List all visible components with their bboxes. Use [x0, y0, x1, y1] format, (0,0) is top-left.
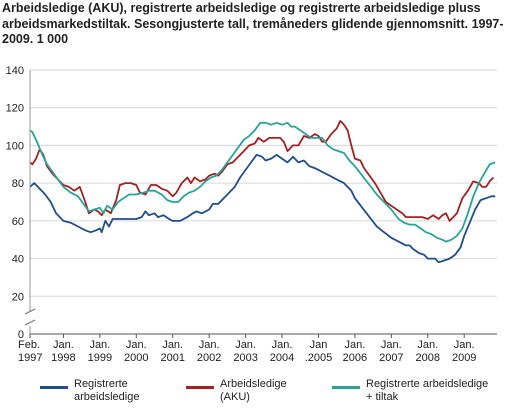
legend-label-line2: arbeidsledige [74, 391, 140, 403]
x-tick-label: 1999 [88, 352, 112, 364]
x-tick-label: Jan. [454, 339, 475, 351]
x-tick-label: 2002 [197, 352, 221, 364]
x-tick-label: Jan. [345, 339, 366, 351]
x-tick-label: 2007 [379, 352, 403, 364]
series-line-aku [29, 120, 495, 222]
x-tick-label: 2000 [124, 352, 148, 364]
y-tick-label: 0 [18, 329, 24, 341]
x-tick-label: Feb. [18, 339, 40, 351]
series-line-tiltak [29, 121, 496, 243]
y-tick-label: 60 [12, 216, 24, 228]
x-tick-label: 2009 [452, 352, 476, 364]
x-tick-label: Jan. [417, 339, 438, 351]
legend-label-line1: Registrerte arbeidsledige [366, 378, 489, 390]
y-tick-label: 120 [6, 103, 24, 115]
legend-label-line1: Registrerte [74, 378, 128, 390]
x-tick-label: 2004 [270, 352, 294, 364]
x-tick-label: Jan. [272, 339, 293, 351]
y-tick-label: 40 [12, 254, 24, 266]
legend-label-line1: Arbeidsledige [220, 378, 287, 390]
x-tick-label: Jan. [89, 339, 110, 351]
x-tick-label: Jan [310, 339, 328, 351]
x-tick-label: 1998 [51, 352, 75, 364]
y-tick-label: 20 [12, 291, 24, 303]
legend-label-line2: + tiltak [366, 391, 399, 403]
x-tick-label: 2003 [233, 352, 257, 364]
y-tick-label: 80 [12, 178, 24, 190]
chart-legend: Registrerte arbeidsledige Arbeidsledige … [0, 378, 511, 414]
x-tick-label: Jan. [199, 339, 220, 351]
series-line-registrerte [29, 154, 496, 264]
x-tick-label: Jan. [126, 339, 147, 351]
x-tick-label: .2005 [305, 352, 333, 364]
chart-title: Arbeidsledige (AKU), registrerte arbeids… [2, 1, 504, 46]
legend-swatch-registrerte [40, 386, 68, 389]
x-tick-label: 2008 [416, 352, 440, 364]
legend-swatch-aku [186, 386, 214, 389]
legend-label-aku: Arbeidsledige (AKU) [220, 378, 287, 404]
legend-swatch-tiltak [332, 386, 360, 389]
x-tick-label: 1997 [18, 352, 42, 364]
y-tick-label: 100 [6, 140, 24, 152]
y-tick-label: 140 [6, 65, 24, 77]
x-tick-label: Jan. [53, 339, 74, 351]
legend-label-line2: (AKU) [220, 391, 250, 403]
x-tick-label: Jan. [381, 339, 402, 351]
x-tick-label: Jan. [162, 339, 183, 351]
x-tick-label: Jan. [235, 339, 256, 351]
legend-label-registrerte: Registrerte arbeidsledige [74, 378, 139, 404]
x-tick-label: 2006 [343, 352, 367, 364]
x-tick-label: 2001 [160, 352, 184, 364]
legend-label-tiltak: Registrerte arbeidsledige + tiltak [366, 378, 488, 404]
axis-break-mark [24, 308, 36, 326]
